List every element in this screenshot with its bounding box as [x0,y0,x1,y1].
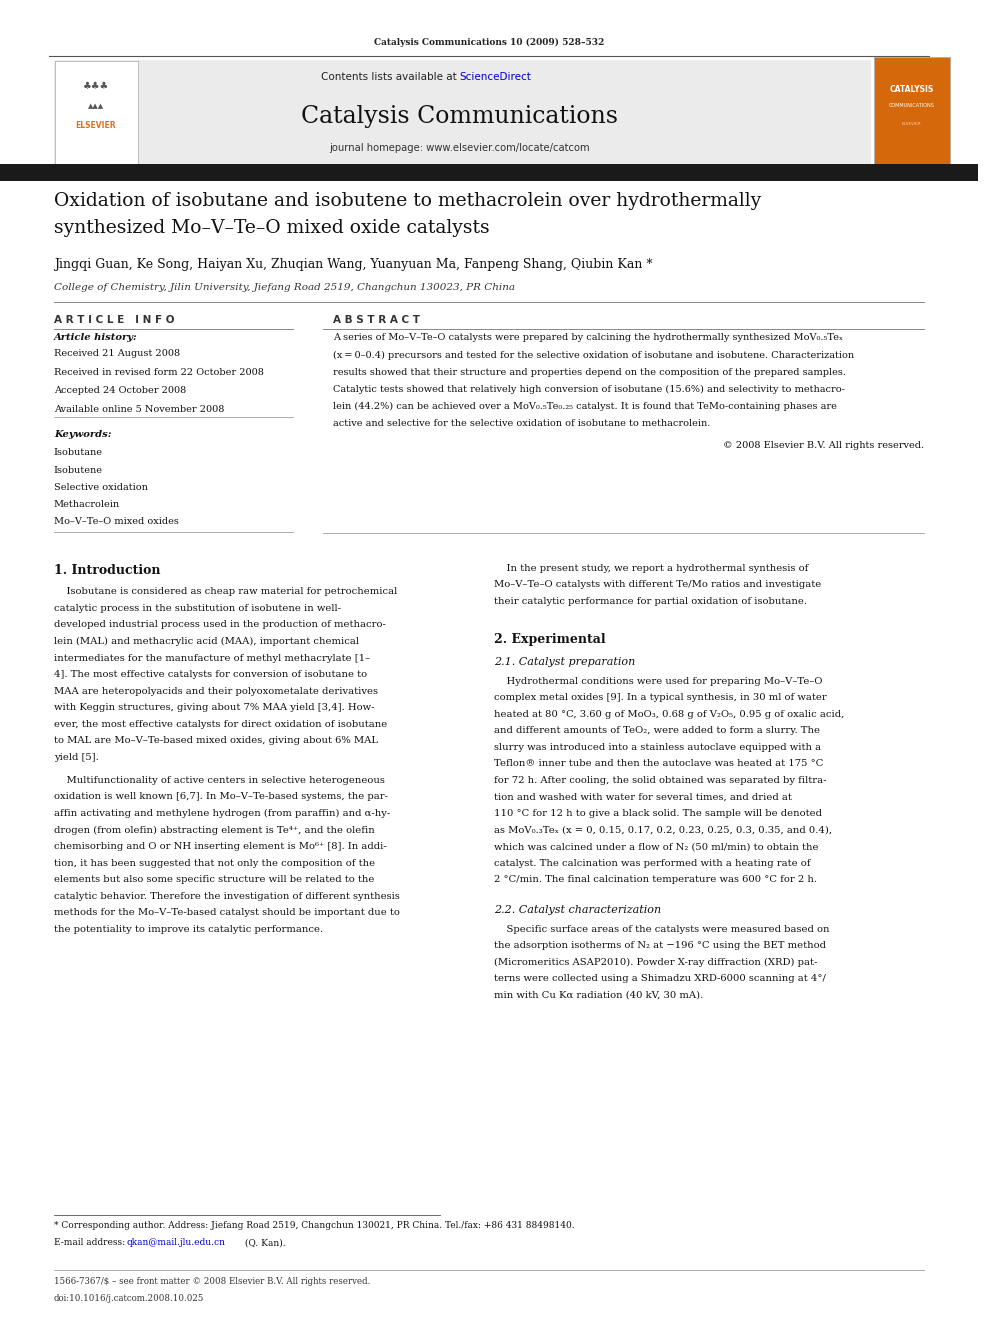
Text: 2.2. Catalyst characterization: 2.2. Catalyst characterization [494,905,661,916]
Text: journal homepage: www.elsevier.com/locate/catcom: journal homepage: www.elsevier.com/locat… [329,143,590,153]
Text: the adsorption isotherms of N₂ at −196 °C using the BET method: the adsorption isotherms of N₂ at −196 °… [494,942,826,950]
Text: * Corresponding author. Address: Jiefang Road 2519, Changchun 130021, PR China. : * Corresponding author. Address: Jiefang… [54,1221,574,1230]
Text: ever, the most effective catalysts for direct oxidation of isobutane: ever, the most effective catalysts for d… [54,720,387,729]
Text: ScienceDirect: ScienceDirect [460,71,532,82]
Text: 2 °C/min. The final calcination temperature was 600 °C for 2 h.: 2 °C/min. The final calcination temperat… [494,876,817,884]
Text: Received 21 August 2008: Received 21 August 2008 [54,349,180,359]
Text: Hydrothermal conditions were used for preparing Mo–V–Te–O: Hydrothermal conditions were used for pr… [494,677,822,685]
Text: slurry was introduced into a stainless autoclave equipped with a: slurry was introduced into a stainless a… [494,744,821,751]
Text: COMMUNICATIONS: COMMUNICATIONS [889,103,934,108]
Text: elements but also some specific structure will be related to the: elements but also some specific structur… [54,876,374,884]
Text: A series of Mo–V–Te–O catalysts were prepared by calcining the hydrothermally sy: A series of Mo–V–Te–O catalysts were pre… [332,333,843,343]
Text: ♣♣♣: ♣♣♣ [82,81,109,91]
Text: chemisorbing and O or NH inserting element is Mo⁶⁺ [8]. In addi-: chemisorbing and O or NH inserting eleme… [54,843,387,851]
FancyBboxPatch shape [54,60,871,165]
Text: affin activating and methylene hydrogen (from paraffin) and α-hy-: affin activating and methylene hydrogen … [54,810,390,818]
Text: catalytic process in the substitution of isobutene in well-: catalytic process in the substitution of… [54,605,341,613]
Text: Catalysis Communications 10 (2009) 528–532: Catalysis Communications 10 (2009) 528–5… [374,38,604,46]
Text: (Micromeritics ASAP2010). Powder X-ray diffraction (XRD) pat-: (Micromeritics ASAP2010). Powder X-ray d… [494,958,817,967]
Text: (Q. Kan).: (Q. Kan). [242,1238,286,1248]
Text: for 72 h. After cooling, the solid obtained was separated by filtra-: for 72 h. After cooling, the solid obtai… [494,777,826,785]
Text: catalyst. The calcination was performed with a heating rate of: catalyst. The calcination was performed … [494,859,810,868]
Text: results showed that their structure and properties depend on the composition of : results showed that their structure and … [332,368,845,377]
Text: synthesized Mo–V–Te–O mixed oxide catalysts: synthesized Mo–V–Te–O mixed oxide cataly… [54,218,489,237]
Text: doi:10.1016/j.catcom.2008.10.025: doi:10.1016/j.catcom.2008.10.025 [54,1294,204,1303]
Text: to MAL are Mo–V–Te-based mixed oxides, giving about 6% MAL: to MAL are Mo–V–Te-based mixed oxides, g… [54,736,378,745]
Text: Available online 5 November 2008: Available online 5 November 2008 [54,405,224,414]
Text: MAA are heteropolyacids and their polyoxometalate derivatives: MAA are heteropolyacids and their polyox… [54,687,378,696]
Text: Jingqi Guan, Ke Song, Haiyan Xu, Zhuqian Wang, Yuanyuan Ma, Fanpeng Shang, Qiubi: Jingqi Guan, Ke Song, Haiyan Xu, Zhuqian… [54,258,653,271]
Text: In the present study, we report a hydrothermal synthesis of: In the present study, we report a hydrot… [494,564,808,573]
FancyBboxPatch shape [0,164,978,181]
Text: methods for the Mo–V–Te-based catalyst should be important due to: methods for the Mo–V–Te-based catalyst s… [54,909,400,917]
Text: 1. Introduction: 1. Introduction [54,564,161,577]
Text: the potentiality to improve its catalytic performance.: the potentiality to improve its catalyti… [54,925,323,934]
Text: yield [5].: yield [5]. [54,753,98,762]
Text: Teflon® inner tube and then the autoclave was heated at 175 °C: Teflon® inner tube and then the autoclav… [494,759,823,769]
Text: Accepted 24 October 2008: Accepted 24 October 2008 [54,386,186,396]
Text: 1566-7367/$ – see front matter © 2008 Elsevier B.V. All rights reserved.: 1566-7367/$ – see front matter © 2008 El… [54,1277,370,1286]
Text: lein (44.2%) can be achieved over a MoV₀.₅Te₀.₂₅ catalyst. It is found that TeMo: lein (44.2%) can be achieved over a MoV₀… [332,402,836,411]
Text: Article history:: Article history: [54,333,138,343]
Text: Contents lists available at: Contents lists available at [320,71,460,82]
Text: Methacrolein: Methacrolein [54,500,120,509]
Text: Multifunctionality of active centers in selective heterogeneous: Multifunctionality of active centers in … [54,775,385,785]
Text: © 2008 Elsevier B.V. All rights reserved.: © 2008 Elsevier B.V. All rights reserved… [723,441,925,450]
Text: Keywords:: Keywords: [54,430,111,439]
FancyBboxPatch shape [874,57,950,165]
Text: Isobutane is considered as cheap raw material for petrochemical: Isobutane is considered as cheap raw mat… [54,587,397,597]
Text: E-mail address:: E-mail address: [54,1238,128,1248]
Text: tion, it has been suggested that not only the composition of the: tion, it has been suggested that not onl… [54,859,375,868]
Text: College of Chemistry, Jilin University, Jiefang Road 2519, Changchun 130023, PR : College of Chemistry, Jilin University, … [54,283,515,291]
Text: active and selective for the selective oxidation of isobutane to methacrolein.: active and selective for the selective o… [332,419,710,429]
Text: which was calcined under a flow of N₂ (50 ml/min) to obtain the: which was calcined under a flow of N₂ (5… [494,843,818,851]
Text: heated at 80 °C, 3.60 g of MoO₃, 0.68 g of V₂O₅, 0.95 g of oxalic acid,: heated at 80 °C, 3.60 g of MoO₃, 0.68 g … [494,709,844,718]
Text: CATALYSIS: CATALYSIS [890,86,933,94]
Text: qkan@mail.jlu.edu.cn: qkan@mail.jlu.edu.cn [126,1238,225,1248]
Text: A R T I C L E   I N F O: A R T I C L E I N F O [54,315,175,325]
Text: Mo–V–Te–O mixed oxides: Mo–V–Te–O mixed oxides [54,517,179,527]
Text: tion and washed with water for several times, and dried at: tion and washed with water for several t… [494,792,792,802]
Text: complex metal oxides [9]. In a typical synthesis, in 30 ml of water: complex metal oxides [9]. In a typical s… [494,693,826,703]
Text: A B S T R A C T: A B S T R A C T [332,315,420,325]
Text: Isobutane: Isobutane [54,448,103,458]
Text: Received in revised form 22 October 2008: Received in revised form 22 October 2008 [54,368,264,377]
Text: lein (MAL) and methacrylic acid (MAA), important chemical: lein (MAL) and methacrylic acid (MAA), i… [54,638,359,646]
Text: oxidation is well known [6,7]. In Mo–V–Te-based systems, the par-: oxidation is well known [6,7]. In Mo–V–T… [54,792,388,802]
Text: ▲▲▲: ▲▲▲ [88,103,104,108]
Text: 4]. The most effective catalysts for conversion of isobutane to: 4]. The most effective catalysts for con… [54,669,367,679]
Text: as MoV₀.₃Teₓ (x = 0, 0.15, 0.17, 0.2, 0.23, 0.25, 0.3, 0.35, and 0.4),: as MoV₀.₃Teₓ (x = 0, 0.15, 0.17, 0.2, 0.… [494,826,832,835]
Text: terns were collected using a Shimadzu XRD-6000 scanning at 4°/: terns were collected using a Shimadzu XR… [494,975,826,983]
Text: Catalysis Communications: Catalysis Communications [302,105,618,128]
Text: 2.1. Catalyst preparation: 2.1. Catalyst preparation [494,658,635,667]
Text: Isobutene: Isobutene [54,466,103,475]
Text: Selective oxidation: Selective oxidation [54,483,148,492]
Text: Oxidation of isobutane and isobutene to methacrolein over hydrothermally: Oxidation of isobutane and isobutene to … [54,192,761,210]
Text: ELSEVIER: ELSEVIER [902,122,922,127]
Text: drogen (from olefin) abstracting element is Te⁴⁺, and the olefin: drogen (from olefin) abstracting element… [54,826,375,835]
Text: Catalytic tests showed that relatively high conversion of isobutane (15.6%) and : Catalytic tests showed that relatively h… [332,385,844,394]
Text: developed industrial process used in the production of methacro-: developed industrial process used in the… [54,620,386,630]
Text: catalytic behavior. Therefore the investigation of different synthesis: catalytic behavior. Therefore the invest… [54,892,400,901]
Text: 2. Experimental: 2. Experimental [494,634,606,646]
FancyBboxPatch shape [55,61,138,164]
Text: min with Cu Kα radiation (40 kV, 30 mA).: min with Cu Kα radiation (40 kV, 30 mA). [494,991,703,1000]
Text: with Keggin structures, giving about 7% MAA yield [3,4]. How-: with Keggin structures, giving about 7% … [54,704,374,712]
Text: Specific surface areas of the catalysts were measured based on: Specific surface areas of the catalysts … [494,925,829,934]
Text: Mo–V–Te–O catalysts with different Te/Mo ratios and investigate: Mo–V–Te–O catalysts with different Te/Mo… [494,579,821,589]
Text: and different amounts of TeO₂, were added to form a slurry. The: and different amounts of TeO₂, were adde… [494,726,820,736]
Text: 110 °C for 12 h to give a black solid. The sample will be denoted: 110 °C for 12 h to give a black solid. T… [494,810,822,818]
Text: their catalytic performance for partial oxidation of isobutane.: their catalytic performance for partial … [494,597,807,606]
Text: intermediates for the manufacture of methyl methacrylate [1–: intermediates for the manufacture of met… [54,654,370,663]
Text: (x = 0–0.4) precursors and tested for the selective oxidation of isobutane and i: (x = 0–0.4) precursors and tested for th… [332,351,854,360]
Text: ELSEVIER: ELSEVIER [75,122,116,130]
